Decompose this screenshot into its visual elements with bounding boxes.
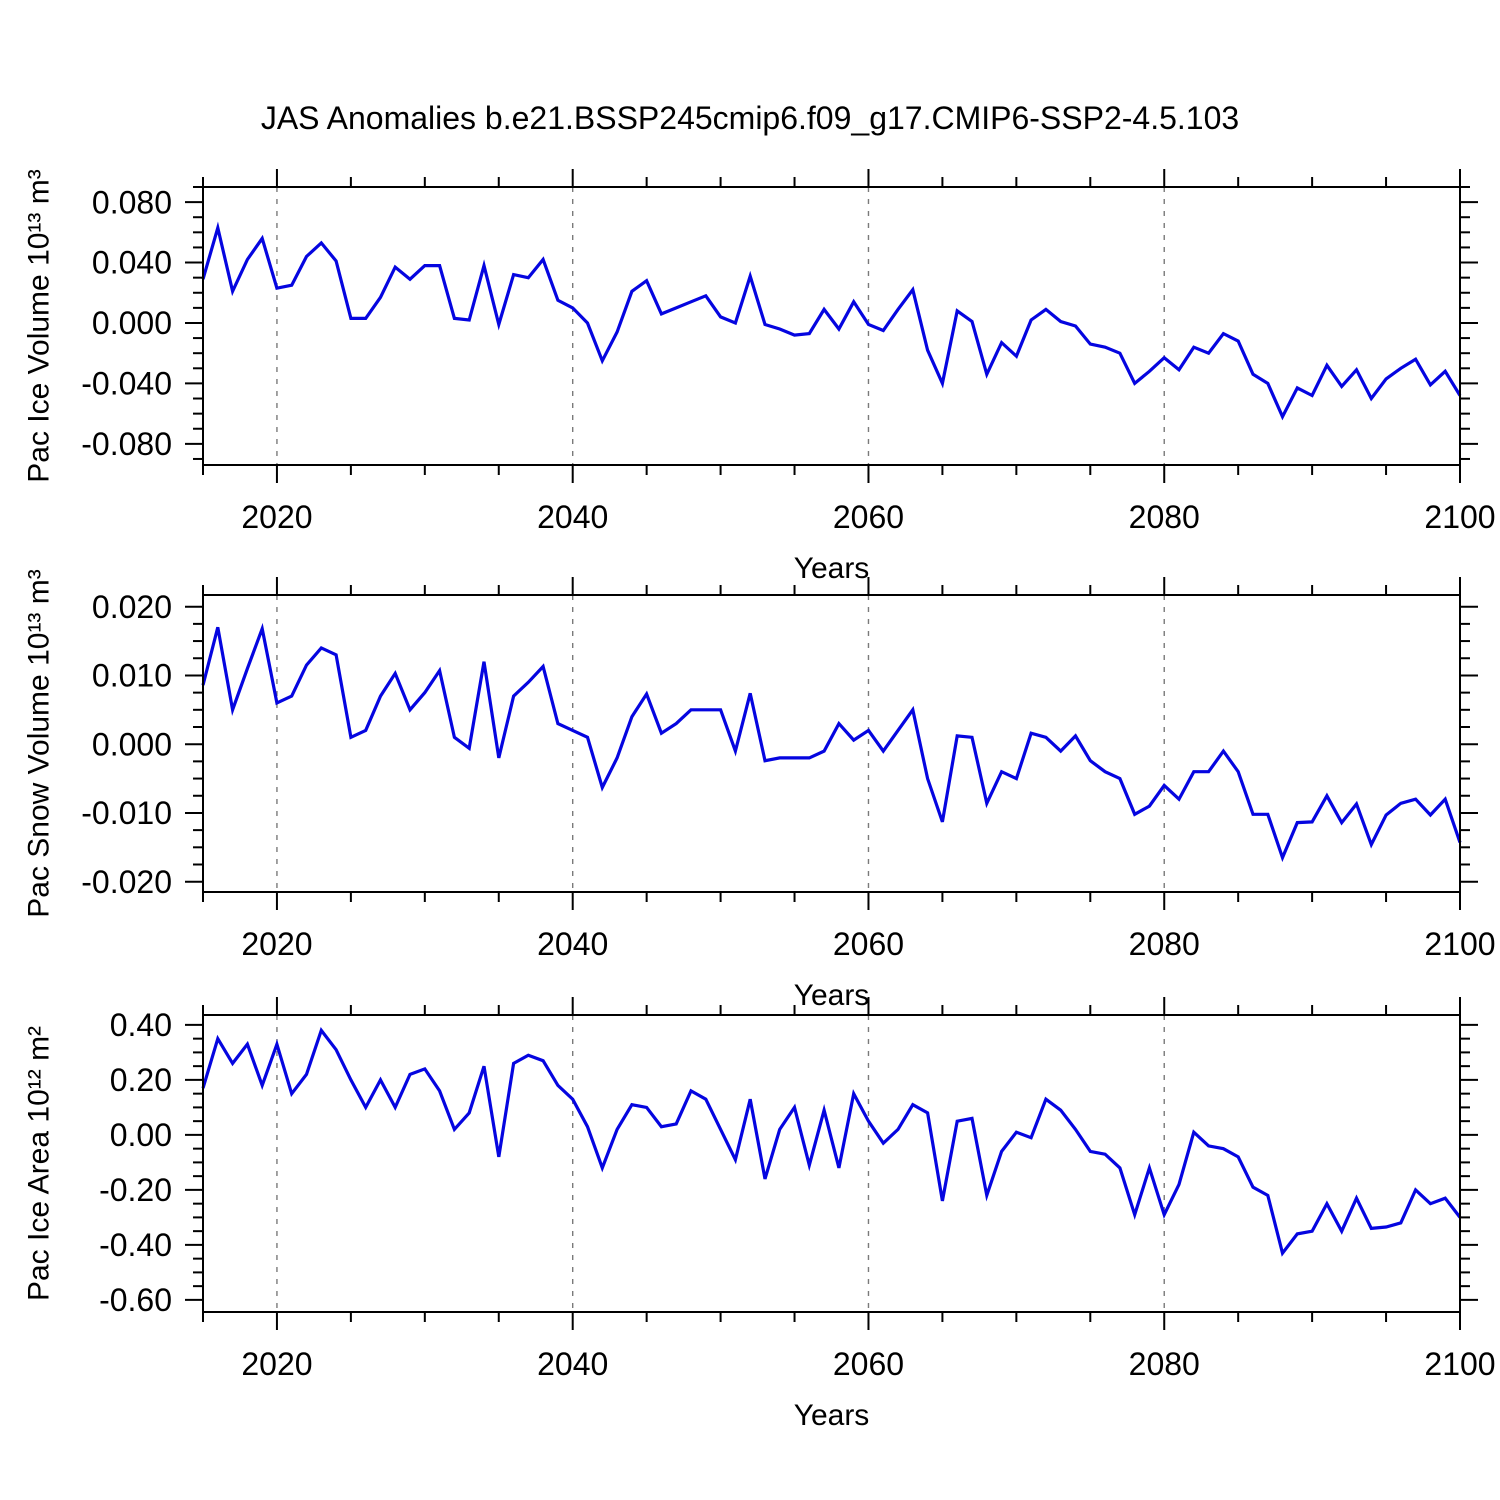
y-tick-label: 0.40: [110, 1007, 172, 1043]
plot-frame: [202, 594, 1461, 893]
y-tick-label: 0.080: [92, 184, 172, 220]
plot-title: JAS Anomalies b.e21.BSSP245cmip6.f09_g17…: [260, 100, 1240, 136]
y-tick-label: 0.010: [92, 658, 172, 694]
y-tick-label: -0.010: [81, 795, 172, 831]
x-tick-label: 2040: [537, 499, 608, 535]
series-line-pac-ice-area: [201, 1027, 1462, 1257]
y-tick-label: -0.080: [81, 426, 172, 462]
plot-frame: [202, 186, 1461, 466]
x-axis-title: Years: [794, 552, 870, 585]
y-tick-label: -0.020: [81, 864, 172, 900]
x-tick-label: 2020: [241, 1346, 312, 1382]
x-tick-label: 2100: [1424, 926, 1495, 962]
x-tick-label: 2080: [1129, 1346, 1200, 1382]
y-tick-label: -0.60: [99, 1282, 172, 1318]
x-tick-label: 2100: [1424, 499, 1495, 535]
y-tick-label: -0.40: [99, 1227, 172, 1263]
panel-pac-ice-area: 0.40 0.20 0.00 -0.20 -0.40 -0.60 2020 2040 2060 2…: [23, 997, 1496, 1432]
y-tick-label: -0.040: [81, 366, 172, 402]
x-tick-label: 2020: [241, 926, 312, 962]
y-tick-label: 0.20: [110, 1062, 172, 1098]
panel-pac-snow-volume: 0.020 0.010 0.000 -0.010 -0.020 2020 2040 2060 2…: [23, 569, 1496, 1012]
x-axis-title: Years: [794, 979, 870, 1012]
y-tick-label: 0.020: [92, 589, 172, 625]
plot-frame: [202, 1014, 1461, 1313]
y-tick-label: 0.00: [110, 1117, 172, 1153]
series-line-pac-snow-volume: [201, 622, 1462, 863]
y-tick-label: -0.20: [99, 1172, 172, 1208]
x-tick-label: 2100: [1424, 1346, 1495, 1382]
x-tick-label: 2060: [833, 499, 904, 535]
y-tick-label: 0.000: [92, 305, 172, 341]
x-tick-label: 2080: [1129, 499, 1200, 535]
y-axis-title: Pac Ice Area 10¹² m²: [23, 1026, 56, 1301]
y-tick-label: 0.000: [92, 726, 172, 762]
x-axis-title: Years: [794, 1399, 870, 1432]
panel-pac-ice-volume: 0.080 0.040 0.000 -0.040 -0.080 2020 2040 2060 2…: [23, 169, 1496, 585]
series-line-pac-ice-volume: [201, 221, 1462, 421]
y-axis-title: Pac Ice Volume 10¹³ m³: [23, 169, 56, 482]
x-tick-label: 2060: [833, 926, 904, 962]
x-tick-label: 2080: [1129, 926, 1200, 962]
y-tick-label: 0.040: [92, 245, 172, 281]
x-tick-label: 2020: [241, 499, 312, 535]
x-tick-label: 2040: [537, 926, 608, 962]
y-axis-title: Pac Snow Volume 10¹³ m³: [23, 569, 56, 917]
x-tick-label: 2060: [833, 1346, 904, 1382]
x-tick-label: 2040: [537, 1346, 608, 1382]
